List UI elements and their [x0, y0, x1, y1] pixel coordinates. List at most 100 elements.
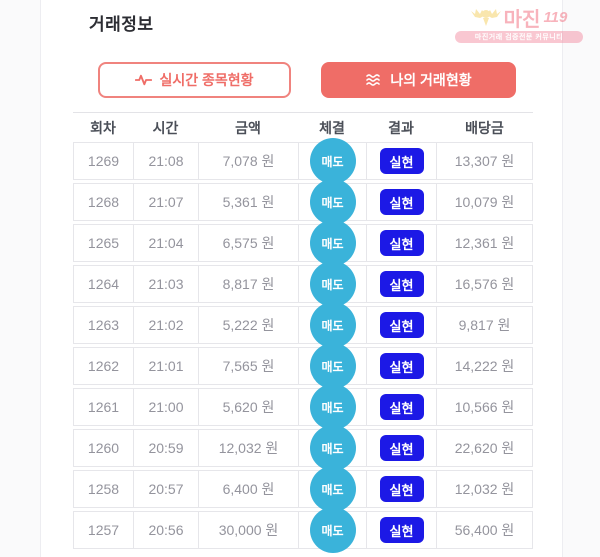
execution-badge: 매도 [309, 384, 356, 430]
execution-badge: 매도 [309, 261, 356, 307]
table-row: 1260 20:59 12,032 원 매도 실현 22,620 원 [73, 425, 533, 471]
table-body: 1269 21:08 7,078 원 매도 실현 13,307 원 1268 2… [73, 138, 533, 553]
execution-badge: 매도 [309, 466, 356, 512]
execution-badge: 매도 [309, 179, 356, 225]
execution-badge: 매도 [309, 343, 356, 389]
col-header-round: 회차 [90, 119, 116, 136]
result-badge: 실현 [379, 312, 424, 338]
col-header-amount: 금액 [235, 119, 261, 136]
cell-time: 21:02 [133, 307, 198, 343]
col-header-time: 시간 [152, 119, 179, 136]
trade-info-card: 거래정보 마진 119 마진거래 검증전문 커뮤니티 실시간 종목현황 [40, 0, 583, 557]
cell-time: 21:01 [133, 348, 198, 384]
table-row: 1258 20:57 6,400 원 매도 실현 12,032 원 [73, 466, 533, 512]
col-header-dividend: 배당금 [465, 119, 504, 136]
action-buttons: 실시간 종목현황 나의 거래현황 [98, 62, 516, 98]
realtime-stocks-label: 실시간 종목현황 [159, 72, 254, 88]
result-badge: 실현 [379, 353, 424, 379]
result-badge: 실현 [379, 189, 424, 215]
cell-round: 1262 [87, 358, 120, 374]
cell-execution: 매도 [298, 507, 366, 553]
cell-time: 21:08 [133, 143, 198, 179]
watermark-brand: 마진 [503, 8, 541, 31]
execution-badge: 매도 [309, 138, 356, 184]
cell-execution: 매도 [298, 220, 366, 266]
col-header-result: 결과 [388, 119, 414, 136]
execution-badge: 매도 [309, 507, 356, 553]
cell-execution: 매도 [298, 384, 366, 430]
cell-round: 1263 [87, 317, 120, 333]
cell-amount: 5,222 원 [198, 307, 298, 343]
result-badge: 실현 [379, 230, 424, 256]
result-badge: 실현 [379, 148, 424, 174]
col-header-execution: 체결 [319, 119, 345, 136]
cell-round: 1269 [87, 153, 120, 169]
cell-amount: 8,817 원 [198, 266, 298, 302]
result-badge: 실현 [379, 476, 424, 502]
cell-time: 21:00 [133, 389, 198, 425]
cell-round: 1260 [87, 440, 120, 456]
cell-time: 21:07 [133, 184, 198, 220]
cell-round: 1265 [87, 235, 120, 251]
cell-execution: 매도 [298, 138, 366, 184]
my-trades-button[interactable]: 나의 거래현황 [321, 62, 516, 98]
cell-dividend: 12,032 원 [436, 471, 532, 507]
cell-dividend: 16,576 원 [436, 266, 532, 302]
table-row: 1265 21:04 6,575 원 매도 실현 12,361 원 [73, 220, 533, 266]
cell-dividend: 14,222 원 [436, 348, 532, 384]
cell-result: 실현 [366, 471, 436, 507]
cell-amount: 5,620 원 [198, 389, 298, 425]
cell-time: 20:56 [133, 512, 198, 548]
result-badge: 실현 [379, 271, 424, 297]
cell-amount: 7,565 원 [198, 348, 298, 384]
cell-time: 20:57 [133, 471, 198, 507]
cell-result: 실현 [366, 430, 436, 466]
cell-result: 실현 [366, 266, 436, 302]
cell-dividend: 56,400 원 [436, 512, 532, 548]
cell-execution: 매도 [298, 466, 366, 512]
result-badge: 실현 [379, 517, 424, 543]
realtime-stocks-button[interactable]: 실시간 종목현황 [98, 62, 291, 98]
cell-dividend: 12,361 원 [436, 225, 532, 261]
execution-badge: 매도 [309, 220, 356, 266]
cell-round: 1268 [87, 194, 120, 210]
cell-result: 실현 [366, 389, 436, 425]
waves-list-icon [366, 74, 381, 86]
trades-table: 회차 시간 금액 체결 결과 배당금 1269 21:08 7,078 원 매도… [73, 112, 533, 553]
page-title: 거래정보 [89, 15, 154, 34]
cell-execution: 매도 [298, 302, 366, 348]
cell-amount: 6,575 원 [198, 225, 298, 261]
cell-amount: 5,361 원 [198, 184, 298, 220]
cell-amount: 30,000 원 [198, 512, 298, 548]
cell-result: 실현 [366, 184, 436, 220]
table-header: 회차 시간 금액 체결 결과 배당금 [73, 112, 533, 142]
table-row: 1268 21:07 5,361 원 매도 실현 10,079 원 [73, 179, 533, 225]
cell-dividend: 13,307 원 [436, 143, 532, 179]
cell-result: 실현 [366, 307, 436, 343]
cell-result: 실현 [366, 225, 436, 261]
cell-execution: 매도 [298, 343, 366, 389]
cell-time: 21:04 [133, 225, 198, 261]
result-badge: 실현 [379, 394, 424, 420]
cell-time: 20:59 [133, 430, 198, 466]
cell-dividend: 22,620 원 [436, 430, 532, 466]
table-row: 1264 21:03 8,817 원 매도 실현 16,576 원 [73, 261, 533, 307]
table-row: 1263 21:02 5,222 원 매도 실현 9,817 원 [73, 302, 533, 348]
result-badge: 실현 [379, 435, 424, 461]
cell-round: 1264 [87, 276, 120, 292]
cell-amount: 7,078 원 [198, 143, 298, 179]
cell-dividend: 10,079 원 [436, 184, 532, 220]
cell-round: 1258 [87, 481, 120, 497]
brand-watermark: 마진 119 마진거래 검증전문 커뮤니티 [439, 4, 599, 46]
cell-result: 실현 [366, 512, 436, 548]
execution-badge: 매도 [309, 425, 356, 471]
my-trades-label: 나의 거래현황 [390, 72, 472, 88]
cell-dividend: 10,566 원 [436, 389, 532, 425]
watermark-brand-suffix: 119 [543, 8, 568, 26]
cell-amount: 6,400 원 [198, 471, 298, 507]
cell-round: 1261 [87, 399, 120, 415]
table-row: 1269 21:08 7,078 원 매도 실현 13,307 원 [73, 138, 533, 184]
cell-time: 21:03 [133, 266, 198, 302]
cell-execution: 매도 [298, 179, 366, 225]
activity-pulse-icon [135, 74, 153, 86]
